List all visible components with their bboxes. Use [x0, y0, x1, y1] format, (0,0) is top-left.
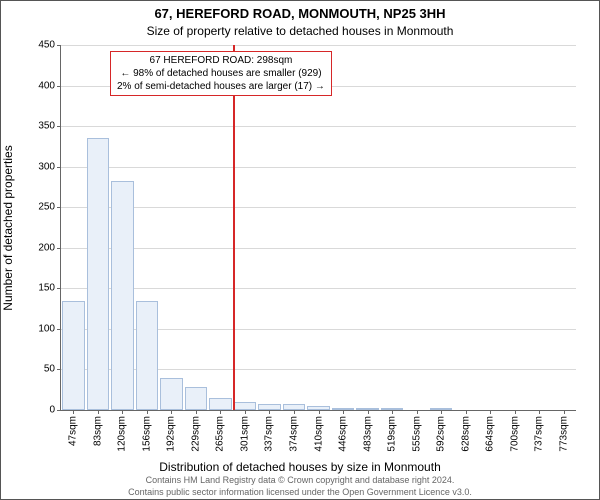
x-tick-label: 592sqm [436, 416, 447, 452]
callout-box: 67 HEREFORD ROAD: 298sqm ← 98% of detach… [110, 51, 332, 96]
histogram-bar [185, 387, 208, 410]
footer-line2: Contains public sector information licen… [0, 487, 600, 499]
x-tick-label: 374sqm [288, 416, 299, 452]
x-tick-label: 700sqm [509, 416, 520, 452]
x-tick-label: 519sqm [387, 416, 398, 452]
y-tick-label: 250 [38, 202, 55, 213]
y-tick-label: 100 [38, 323, 55, 334]
grid-line [61, 167, 576, 168]
grid-line [61, 207, 576, 208]
reference-marker [233, 45, 235, 410]
x-tick-label: 83sqm [92, 416, 103, 446]
x-tick-label: 120sqm [117, 416, 128, 452]
callout-line1: 67 HEREFORD ROAD: 298sqm [117, 54, 325, 67]
histogram-bar [160, 378, 183, 410]
x-tick-label: 229sqm [190, 416, 201, 452]
x-tick-label: 301sqm [239, 416, 250, 452]
y-tick-label: 50 [44, 364, 55, 375]
attribution-footer: Contains HM Land Registry data © Crown c… [0, 475, 600, 498]
x-tick-label: 446sqm [338, 416, 349, 452]
histogram-bar [62, 301, 85, 411]
x-tick-label: 265sqm [215, 416, 226, 452]
x-tick-label: 737sqm [534, 416, 545, 452]
histogram-bar [234, 402, 257, 410]
x-tick-label: 156sqm [141, 416, 152, 452]
x-tick-label: 192sqm [166, 416, 177, 452]
y-tick-label: 450 [38, 40, 55, 51]
x-tick-label: 773sqm [558, 416, 569, 452]
y-tick-label: 300 [38, 161, 55, 172]
x-tick-label: 628sqm [460, 416, 471, 452]
page-subtitle: Size of property relative to detached ho… [0, 24, 600, 38]
histogram-bar [136, 301, 159, 411]
histogram-bar [87, 138, 110, 410]
histogram-bar [209, 398, 232, 410]
footer-line1: Contains HM Land Registry data © Crown c… [0, 475, 600, 487]
y-axis-title: Number of detached properties [1, 145, 15, 310]
x-tick-label: 664sqm [485, 416, 496, 452]
callout-line2: ← 98% of detached houses are smaller (92… [117, 67, 325, 80]
grid-line [61, 45, 576, 46]
x-tick-label: 410sqm [313, 416, 324, 452]
x-axis-title: Distribution of detached houses by size … [0, 460, 600, 474]
y-tick-label: 400 [38, 80, 55, 91]
grid-line [61, 126, 576, 127]
y-tick-label: 0 [49, 405, 55, 416]
histogram-chart: 05010015020025030035040045047sqm83sqm120… [60, 45, 576, 411]
histogram-bar [111, 181, 134, 410]
x-tick-label: 483sqm [362, 416, 373, 452]
page-title: 67, HEREFORD ROAD, MONMOUTH, NP25 3HH [0, 6, 600, 21]
x-tick-label: 47sqm [68, 416, 79, 446]
x-tick-label: 555sqm [411, 416, 422, 452]
y-tick-label: 150 [38, 283, 55, 294]
grid-line [61, 288, 576, 289]
y-tick-label: 350 [38, 121, 55, 132]
callout-line3: 2% of semi-detached houses are larger (1… [117, 80, 325, 93]
y-tick-label: 200 [38, 242, 55, 253]
grid-line [61, 248, 576, 249]
x-tick-label: 337sqm [264, 416, 275, 452]
